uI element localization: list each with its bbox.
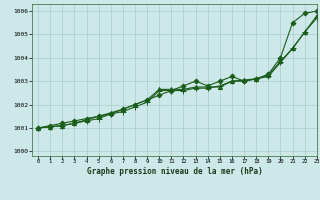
X-axis label: Graphe pression niveau de la mer (hPa): Graphe pression niveau de la mer (hPa) <box>86 167 262 176</box>
